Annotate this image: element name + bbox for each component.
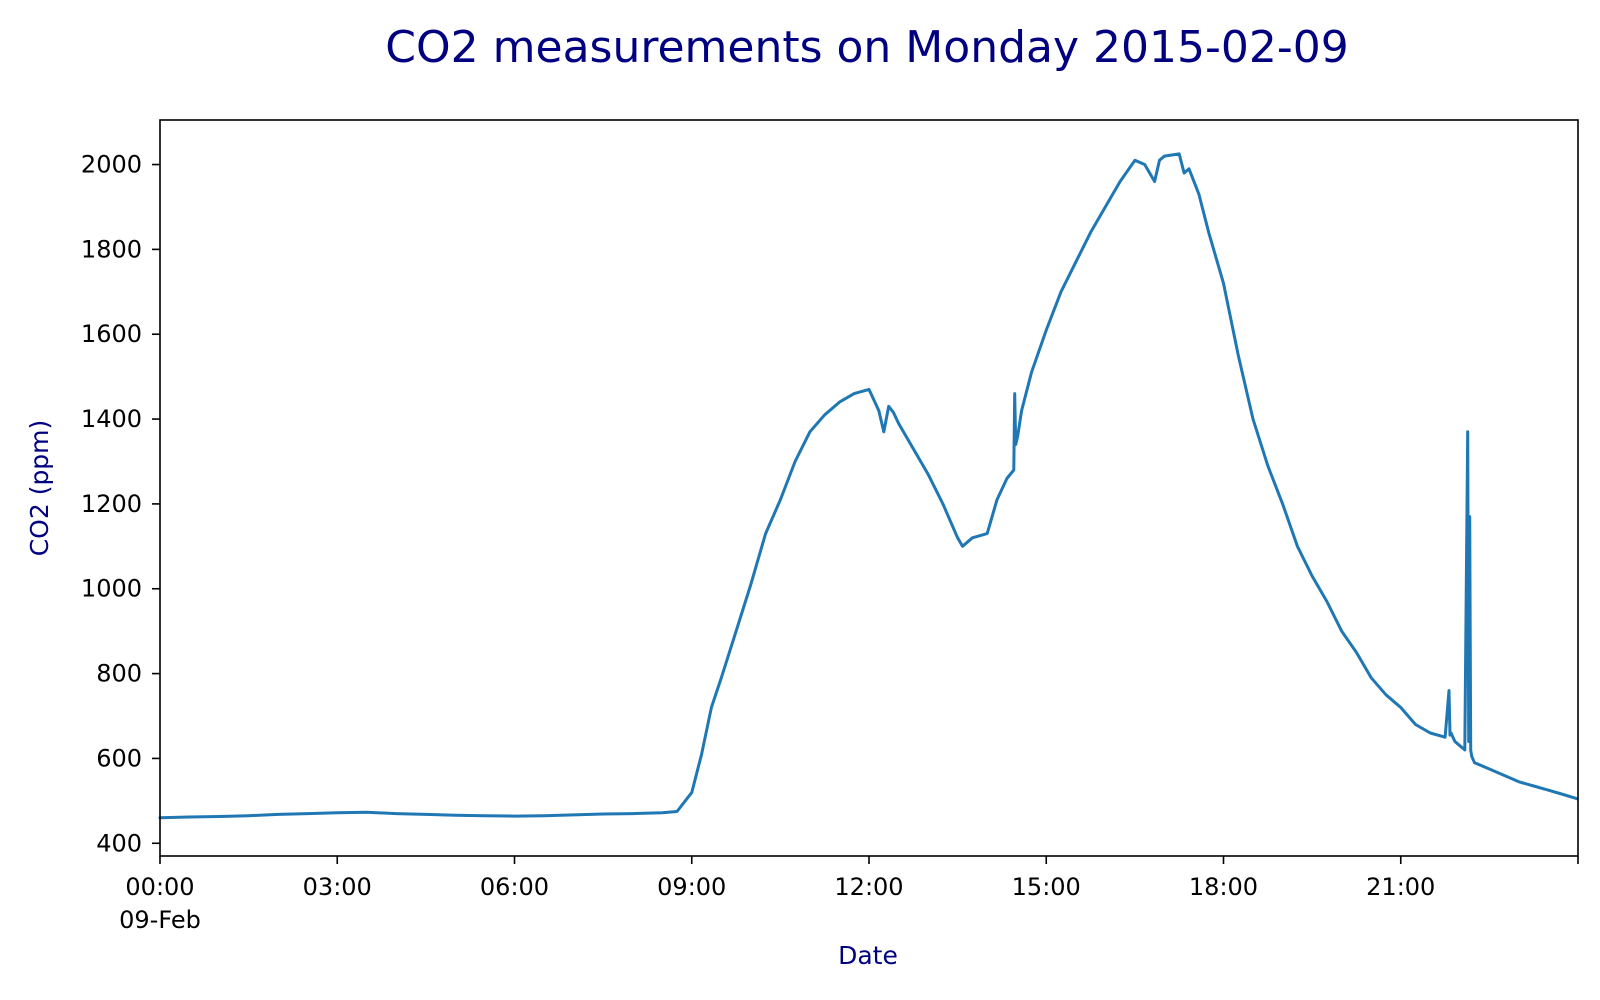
x-tick-label: 09:00 (657, 873, 726, 901)
x-tick-label: 06:00 (480, 873, 549, 901)
x-tick-label: 15:00 (1012, 873, 1081, 901)
x-axis-ticks: 00:00 09-Feb 03:00 06:00 09:00 12:00 15:00 18:0… (119, 856, 1579, 934)
x-tick-label: 12:00 (834, 873, 903, 901)
y-axis-ticks: 400 600 800 1000 1200 1400 1600 1800 2000 (81, 151, 160, 857)
co2-series-line (158, 152, 1579, 820)
y-tick-label: 400 (96, 829, 142, 857)
x-tick-label: 00:00 (125, 873, 194, 901)
y-tick-label: 1600 (81, 320, 142, 348)
x-tick-label: 18:00 (1189, 873, 1258, 901)
y-tick-label: 600 (96, 744, 142, 772)
x-tick-label: 03:00 (303, 873, 372, 901)
y-tick-label: 1800 (81, 235, 142, 263)
x-tick-sublabel: 09-Feb (119, 906, 201, 934)
y-tick-label: 1400 (81, 405, 142, 433)
y-tick-label: 1200 (81, 490, 142, 518)
y-tick-label: 800 (96, 660, 142, 688)
chart-title: CO2 measurements on Monday 2015-02-09 (385, 22, 1348, 73)
x-tick-label: 21:00 (1366, 873, 1435, 901)
y-tick-label: 1000 (81, 575, 142, 603)
y-tick-label: 2000 (81, 151, 142, 179)
y-axis-label: CO2 (ppm) (25, 420, 54, 557)
x-axis-label: Date (838, 941, 898, 970)
